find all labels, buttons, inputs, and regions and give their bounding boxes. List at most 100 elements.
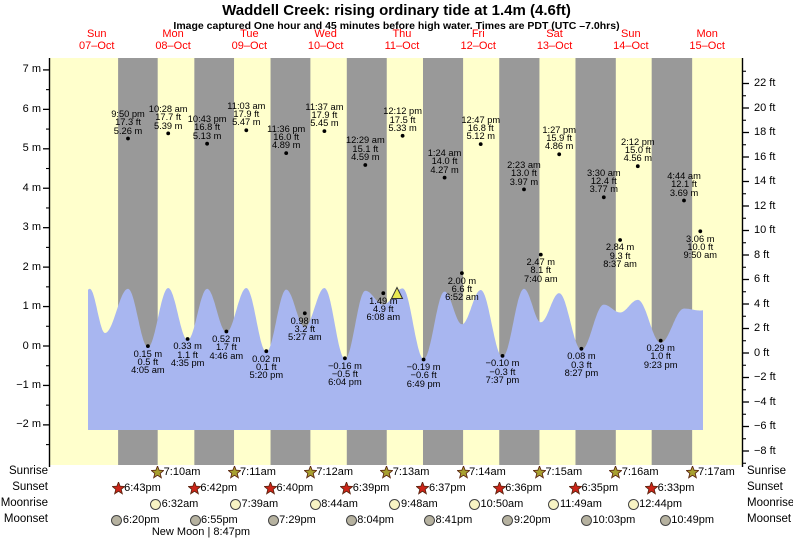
annotation-line: 3.77 m [589, 184, 619, 195]
annotation-line: 7:37 pm [485, 375, 520, 386]
annotation-line: 7:40 am [523, 273, 558, 284]
tide-event-dot [538, 252, 543, 257]
astro-event-time: 6:20pm [122, 513, 160, 526]
astro-row-label-left: Moonrise [0, 497, 48, 509]
annotation-line: 12:47 pm [461, 114, 501, 125]
annotation-line: 6:52 am [445, 292, 479, 303]
annotation-line: 11:37 am [305, 101, 344, 112]
tide-event-dot [442, 175, 447, 180]
low-tide-annotation: 0.52 m 1.7 ft 4:46 am [210, 334, 244, 360]
tide-event-dot [166, 131, 171, 136]
astro-event-time: 6:40pm [276, 481, 314, 494]
annotation-line: −0.19 m [406, 361, 441, 372]
right-axis-label: −8 ft [754, 444, 776, 457]
annotation-line: 12.4 ft [590, 176, 617, 187]
high-tide-annotation: 4:44 am 12.1 ft 3.69 m [667, 171, 701, 197]
day-date: 10–Oct [307, 39, 344, 52]
day-name: Thu [392, 28, 412, 40]
current-time-cursor-icon [390, 286, 404, 299]
sunrise-star-icon [685, 465, 699, 479]
moonset-circle-icon [659, 514, 671, 526]
astro-event-time: 6:55pm [201, 513, 238, 526]
annotation-line: 17.5 ft [389, 114, 416, 125]
annotation-line: 0.5 ft [137, 356, 159, 367]
astro-event-time: 6:43pm [124, 481, 161, 494]
annotation-line: 4.86 m [544, 141, 574, 152]
annotation-line: 0.3 ft [571, 359, 592, 370]
right-axis-label: −6 ft [754, 420, 776, 432]
annotation-line: 4.89 m [272, 140, 301, 151]
astro-row-label-right: Sunrise [747, 465, 786, 477]
moonrise-circle-icon [548, 498, 560, 510]
astro-row-label-left: Sunset [12, 481, 48, 493]
day-date: 15–Oct [689, 39, 725, 52]
annotation-line: 0.98 m [290, 315, 320, 326]
day-label: Sat 13–Oct [536, 28, 573, 52]
tide-event-dot [381, 291, 386, 296]
annotation-line: 16.8 ft [194, 122, 221, 133]
sunrise-star-icon [609, 465, 623, 479]
tide-event-dot [618, 238, 622, 242]
high-tide-annotation: 2:12 pm 15.0 ft 4.56 m [621, 137, 655, 163]
day-date: 13–Oct [536, 39, 573, 52]
annotation-line: 8:37 am [603, 259, 637, 270]
sunrise-star-icon [456, 465, 470, 479]
sunset-star-icon [340, 481, 354, 495]
sunset-star-icon [111, 481, 125, 495]
sunset-star-icon [645, 481, 659, 495]
sunset-star-icon [568, 481, 582, 495]
astro-event-time: 10:50am [480, 497, 524, 510]
annotation-line: 1.7 ft [216, 342, 237, 353]
moonset-circle-icon [502, 514, 514, 526]
day-label: Mon 15–Oct [689, 28, 725, 52]
sunset-star-icon [187, 481, 201, 495]
sunrise-star-icon [227, 465, 241, 479]
right-axis-label: 2 ft [754, 322, 770, 334]
high-tide-annotation: 9:50 pm 17.3 ft 5.26 m [111, 109, 145, 135]
low-tide-annotation: 0.02 m 0.1 ft 5:20 pm [250, 353, 284, 380]
left-axis-label: 1 m [22, 300, 41, 313]
annotation-line: 4.59 m [351, 152, 380, 163]
high-tide-annotation: 12:29 am 15.1 ft 4.59 m [346, 136, 385, 163]
astro-event-time: 6:33pm [657, 481, 695, 494]
sunset-star-icon [492, 481, 506, 495]
astro-event-time: 9:48am [400, 497, 438, 510]
high-tide-annotation: 12:47 pm 16.8 ft 5.12 m [461, 114, 501, 141]
right-axis-label: 0 ft [754, 346, 770, 359]
tide-event-dot [205, 141, 210, 146]
tide-event-dot [460, 271, 464, 275]
annotation-line: −0.6 ft [410, 370, 437, 381]
tide-event-dot [400, 133, 405, 138]
annotation-line: 3.97 m [509, 176, 539, 187]
moonrise-circle-icon [627, 498, 639, 510]
left-axis-label: 3 m [22, 221, 41, 234]
annotation-line: 2.84 m [605, 242, 635, 253]
astro-event-time: 7:14am [469, 465, 506, 478]
annotation-line: 1.0 ft [650, 351, 672, 362]
annotation-line: 0.02 m [252, 353, 281, 364]
sunset-star-icon [340, 481, 354, 495]
moonrise-circle-icon [150, 498, 162, 510]
astro-event-time: 6:32am [161, 497, 199, 510]
annotation-line: 9:50 am [683, 250, 718, 261]
day-date: 11–Oct [384, 39, 420, 52]
low-tide-annotation: 0.08 m 0.3 ft 8:27 pm [565, 352, 599, 378]
moonset-circle-icon [345, 514, 357, 526]
day-date: 12–Oct [460, 39, 496, 52]
annotation-line: 5.45 m [310, 118, 339, 129]
sunrise-star-icon [380, 465, 394, 479]
day-date: 09–Oct [231, 39, 268, 52]
annotation-line: 4.27 m [430, 164, 459, 175]
high-tide-annotation: 3:30 am 12.4 ft 3.77 m [587, 168, 621, 195]
annotation-line: 15.1 ft [352, 143, 379, 154]
tide-event-dot [126, 136, 130, 141]
sunrise-star-icon [532, 465, 546, 479]
astro-row-label-left: Sunrise [9, 465, 48, 477]
annotation-line: 10.0 ft [687, 242, 714, 253]
astro-event-time: 6:37pm [428, 481, 466, 494]
moonset-circle-icon [267, 514, 279, 526]
astro-row-label-right: Moonset [747, 513, 792, 525]
tide-event-dot [322, 129, 327, 134]
tide-event-dot [500, 354, 505, 358]
